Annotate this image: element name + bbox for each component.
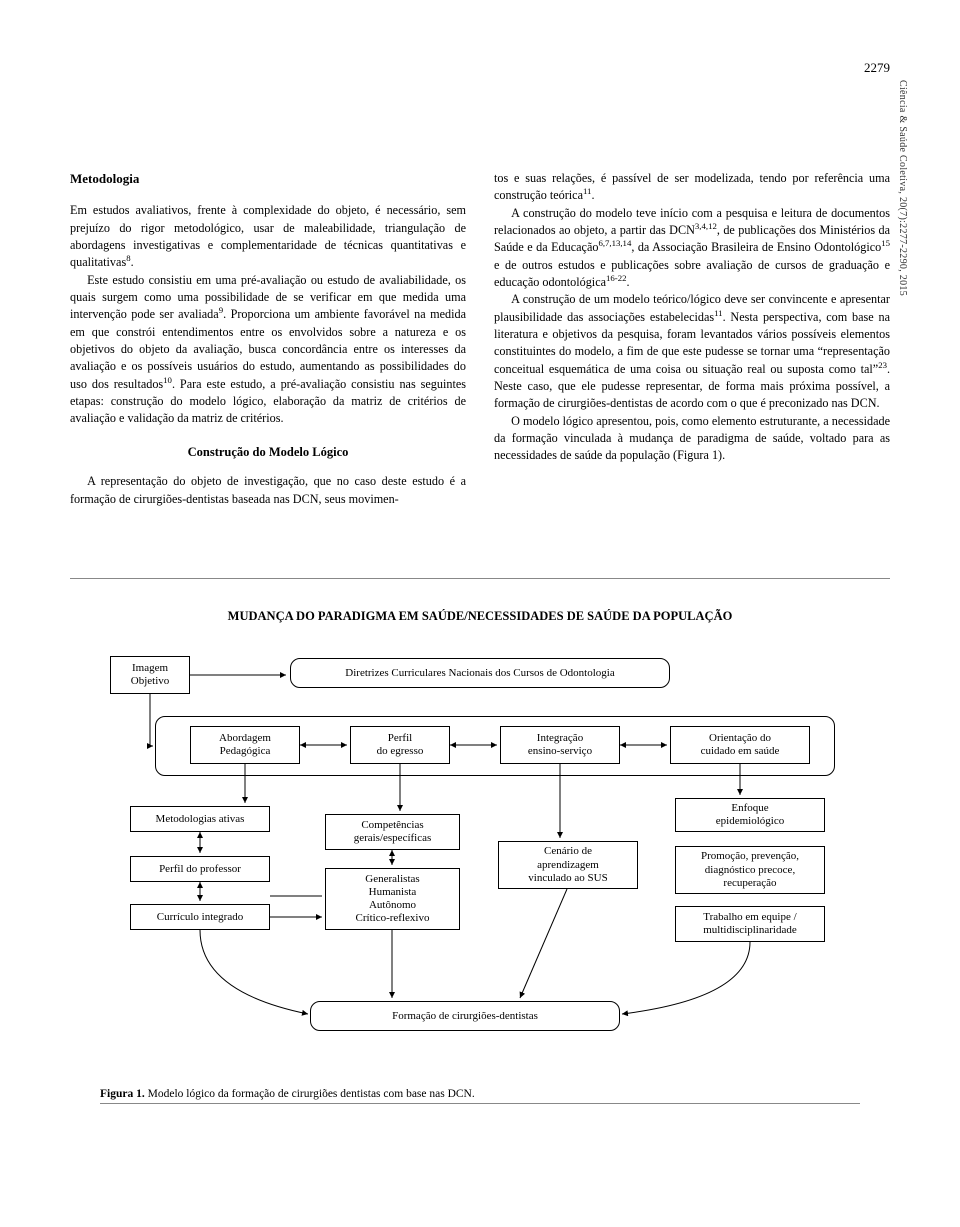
text: . bbox=[591, 188, 594, 202]
section-divider bbox=[70, 578, 890, 579]
flowchart-node-cenario: Cenário de aprendizagem vinculado ao SUS bbox=[498, 841, 638, 889]
two-column-layout: Metodologia Em estudos avaliativos, fren… bbox=[70, 170, 890, 508]
flowchart-node-promo: Promoção, prevenção, diagnóstico precoce… bbox=[675, 846, 825, 894]
paragraph: Em estudos avaliativos, frente à complex… bbox=[70, 202, 466, 271]
flowchart-node-integ: Integração ensino-serviço bbox=[500, 726, 620, 764]
figure-caption: Figura 1. Modelo lógico da formação de c… bbox=[100, 1088, 860, 1100]
flowchart-node-imagem: Imagem Objetivo bbox=[110, 656, 190, 694]
flowchart-diagram: Imagem Objetivo Diretrizes Curriculares N… bbox=[100, 646, 860, 1066]
citation-sup: 23 bbox=[878, 360, 887, 370]
text: , da Associação Brasileira de Ensino Odo… bbox=[631, 240, 881, 254]
flowchart-node-compet: Competências gerais/específicas bbox=[325, 814, 460, 850]
paragraph: A representação do objeto de investigaçã… bbox=[70, 473, 466, 508]
left-column: Metodologia Em estudos avaliativos, fren… bbox=[70, 170, 466, 508]
paragraph: Este estudo consistiu em uma pré-avaliaç… bbox=[70, 272, 466, 428]
paragraph: A construção de um modelo teórico/lógico… bbox=[494, 291, 890, 412]
flowchart-title: MUDANÇA DO PARADIGMA EM SAÚDE/NECESSIDAD… bbox=[100, 609, 860, 624]
citation-sup: 11 bbox=[714, 308, 722, 318]
subheading-modelo-logico: Construção do Modelo Lógico bbox=[70, 444, 466, 462]
text: . bbox=[626, 275, 629, 289]
text: tos e suas relações, é passível de ser m… bbox=[494, 171, 890, 202]
flowchart-node-orient: Orientação do cuidado em saúde bbox=[670, 726, 810, 764]
flowchart-node-general: Generalistas Humanista Autônomo Crítico-… bbox=[325, 868, 460, 930]
figure-caption-text: Modelo lógico da formação de cirurgiões … bbox=[145, 1088, 475, 1100]
flowchart-node-formacao: Formação de cirurgiões-dentistas bbox=[310, 1001, 620, 1031]
flowchart-node-dcn: Diretrizes Curriculares Nacionais dos Cu… bbox=[290, 658, 670, 688]
figure-1: MUDANÇA DO PARADIGMA EM SAÚDE/NECESSIDAD… bbox=[100, 609, 860, 1104]
flowchart-node-curric: Currículo integrado bbox=[130, 904, 270, 930]
journal-citation: Ciência & Saúde Coletiva, 20(7):2277-229… bbox=[897, 80, 908, 296]
text: O modelo lógico apresentou, pois, como e… bbox=[494, 414, 890, 463]
text: A representação do objeto de investigaçã… bbox=[70, 474, 466, 505]
paragraph: tos e suas relações, é passível de ser m… bbox=[494, 170, 890, 205]
flowchart-node-enfoque: Enfoque epidemiológico bbox=[675, 798, 825, 832]
paragraph: O modelo lógico apresentou, pois, como e… bbox=[494, 413, 890, 465]
text: e de outros estudos e publicações sobre … bbox=[494, 258, 890, 289]
citation-sup: 10 bbox=[163, 375, 172, 385]
flowchart-node-perfil_prof: Perfil do professor bbox=[130, 856, 270, 882]
citation-sup: 15 bbox=[881, 238, 890, 248]
flowchart-node-abord: Abordagem Pedagógica bbox=[190, 726, 300, 764]
figure-label: Figura 1. bbox=[100, 1088, 145, 1100]
caption-rule bbox=[100, 1103, 860, 1104]
citation-sup: 6,7,13,14 bbox=[598, 238, 631, 248]
flowchart-node-trabalho: Trabalho em equipe / multidisciplinarida… bbox=[675, 906, 825, 942]
citation-sup: 3,4,12 bbox=[695, 221, 717, 231]
right-column: tos e suas relações, é passível de ser m… bbox=[494, 170, 890, 508]
flowchart-node-perfil_egr: Perfil do egresso bbox=[350, 726, 450, 764]
flowchart-node-met_ativ: Metodologias ativas bbox=[130, 806, 270, 832]
citation-sup: 16-22 bbox=[606, 273, 626, 283]
page-number: 2279 bbox=[864, 60, 890, 76]
section-heading-metodologia: Metodologia bbox=[70, 170, 466, 188]
paragraph: A construção do modelo teve início com a… bbox=[494, 205, 890, 292]
text: . bbox=[131, 255, 134, 269]
